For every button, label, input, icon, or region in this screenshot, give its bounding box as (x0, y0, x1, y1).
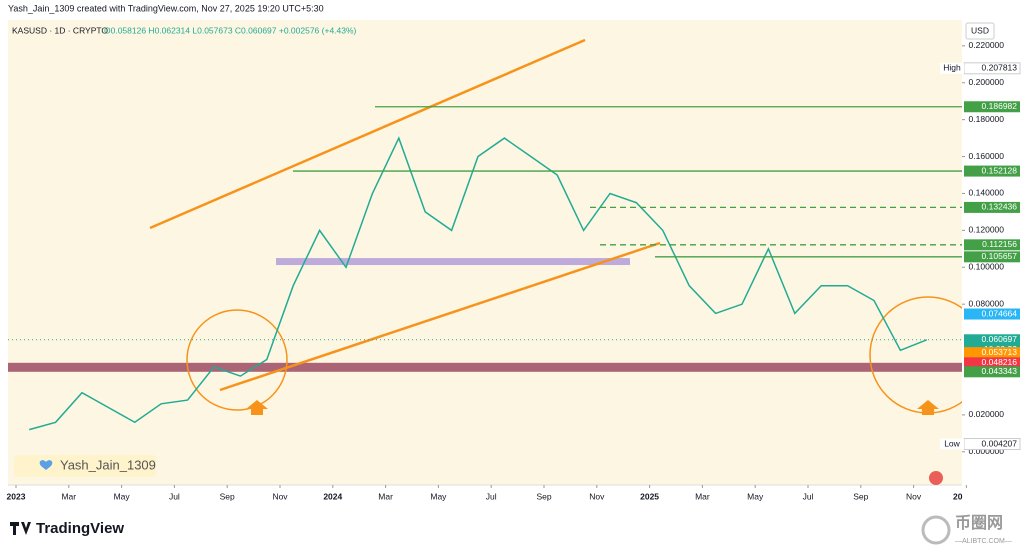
x-tick-label: Jul (803, 491, 814, 501)
site-logo (921, 515, 951, 545)
arrow-up (917, 400, 939, 415)
x-tick-label: Jul (486, 491, 497, 501)
price-line (29, 136, 928, 431)
x-tick-label: May (747, 491, 764, 501)
x-tick-label: Nov (589, 491, 605, 501)
y-tick-label: 0.080000 (969, 298, 1005, 308)
level-box (964, 239, 1020, 251)
tag-box (940, 62, 964, 74)
y-tick-label: 0.100000 (969, 262, 1005, 272)
level-label: 0.132436 (982, 202, 1018, 212)
demand-zone (8, 362, 962, 372)
y-tick-label: 0.160000 (969, 151, 1005, 161)
brand: TradingView (36, 520, 124, 537)
x-tick-label: Nov (272, 491, 288, 501)
plot (8, 38, 987, 431)
heart-icon (39, 460, 53, 470)
currency-box (965, 22, 995, 40)
support-zone (276, 258, 630, 266)
x-tick-label: May (114, 491, 131, 501)
x-tick-label: May (430, 491, 447, 501)
level-label: 0.053713 (982, 347, 1018, 357)
x-tick-label: 2023 (7, 491, 26, 501)
axis: 0.220000 0.200000 0.180000 0.160000 0.140000… (7, 40, 1021, 501)
level-box (964, 251, 1020, 263)
level-label: 0.043343 (982, 366, 1018, 376)
site-url: —ALIBTC.COM— (955, 538, 1012, 545)
level-box (964, 101, 1020, 113)
channel-top (149, 38, 586, 230)
ohlc: O0.058126 H0.062314 L0.057673 C0.060697 … (104, 25, 357, 35)
level-box (964, 357, 1020, 369)
x-tick-label: Nov (906, 491, 922, 501)
x-tick-label: Mar (378, 491, 393, 501)
y-tick-label: 0.000000 (969, 446, 1005, 456)
channel-bottom (219, 241, 661, 392)
x-tick-label: Sep (853, 491, 868, 501)
x-tick-label: Mar (695, 491, 710, 501)
level-box (964, 165, 1020, 177)
level-box (964, 366, 1020, 378)
x-tick-label: 20 (953, 491, 963, 501)
x-tick-label: Sep (220, 491, 235, 501)
x-tick-label: 2025 (640, 491, 659, 501)
symbol: KASUSD · 1D · CRYPTO (12, 25, 108, 35)
x-tick-label: Sep (536, 491, 551, 501)
credit: Yash_Jain_1309 created with TradingView.… (8, 3, 324, 13)
y-tick-label: 0.220000 (969, 40, 1005, 50)
level-label: 0.105657 (982, 251, 1018, 261)
flag-icon (929, 471, 943, 485)
currency: USD (971, 25, 989, 35)
level-box (964, 308, 1020, 320)
y-tick-label: 0.200000 (969, 77, 1005, 87)
level-tag: Low (944, 438, 960, 448)
level-label: 0.186982 (982, 101, 1018, 111)
level-label: 0.152128 (982, 165, 1018, 175)
level-label: 0.004207 (982, 438, 1018, 448)
tag-box (940, 438, 964, 450)
arrow-up (246, 400, 268, 415)
level-label: 0.074664 (982, 308, 1018, 318)
x-tick-label: 2024 (323, 491, 342, 501)
level-box (964, 201, 1020, 213)
level-label: 0.060697 (982, 334, 1018, 344)
level-label: 0.048216 (982, 357, 1018, 367)
y-tick-label: 0.140000 (969, 188, 1005, 198)
level-label: 0.112156 (982, 239, 1017, 249)
tv-logo (10, 522, 31, 535)
level-box (964, 347, 1020, 359)
x-tick-label: Jul (169, 491, 180, 501)
level-label: 0.207813 (982, 63, 1018, 73)
level-tag: High (943, 63, 961, 73)
y-tick-label: 0.120000 (969, 225, 1005, 235)
watermark: Yash_Jain_1309 (60, 457, 156, 472)
plot-area (8, 20, 962, 485)
y-tick-label: 0.180000 (969, 114, 1005, 124)
site: 币圈网 (955, 514, 1003, 532)
y-tick-label: 0.020000 (969, 409, 1005, 419)
highlight-circle (186, 309, 288, 411)
x-tick-label: Mar (61, 491, 76, 501)
